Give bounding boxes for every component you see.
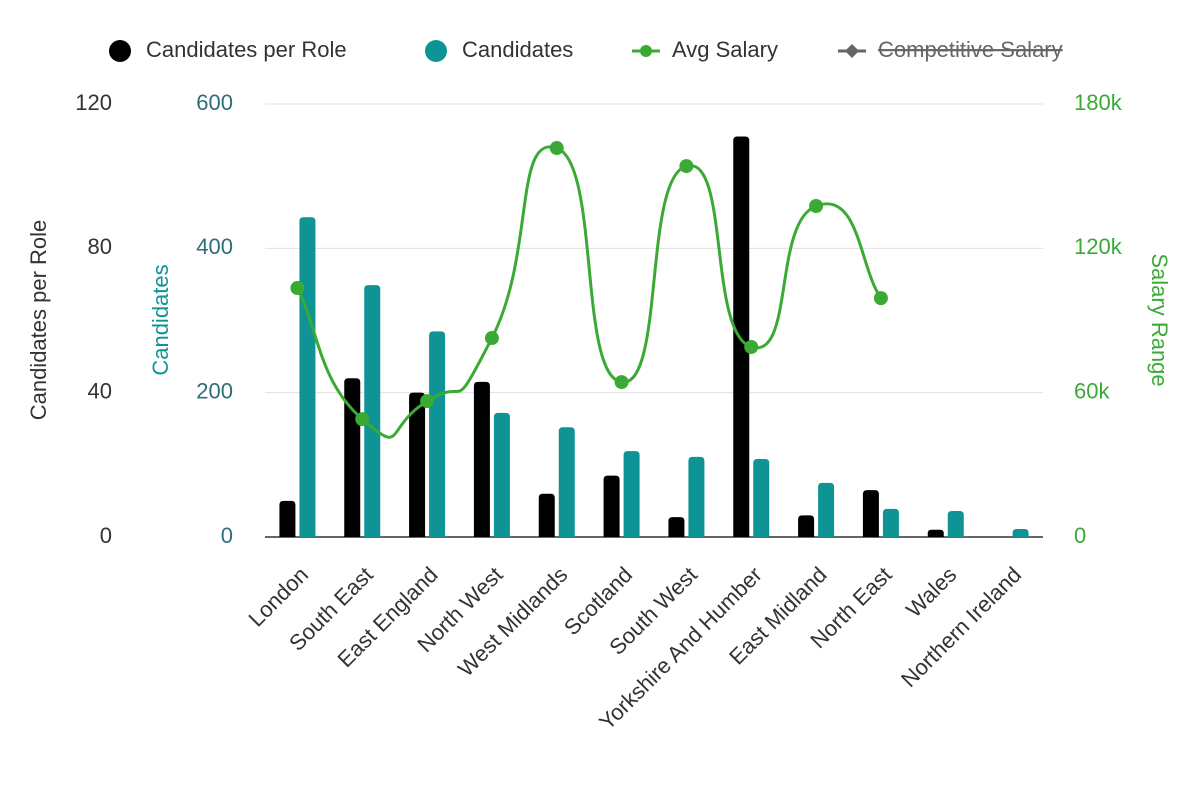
bar — [409, 392, 426, 537]
y-tick-label: 120 — [75, 90, 112, 115]
point — [744, 339, 759, 354]
y3-tick-label: 120k — [1074, 234, 1123, 259]
y2-tick-label: 200 — [196, 378, 233, 403]
y2-tick-label: 0 — [221, 523, 233, 548]
y2-axis-title: Candidates — [148, 264, 173, 375]
legend-item[interactable]: Candidates per Role — [109, 37, 347, 62]
bar — [429, 331, 446, 537]
bar — [493, 412, 510, 537]
bar — [798, 515, 815, 537]
point — [549, 141, 564, 156]
point — [809, 198, 824, 213]
point — [355, 412, 370, 427]
point — [614, 375, 629, 390]
legend-label: Competitive Salary — [878, 37, 1063, 62]
point — [873, 291, 888, 306]
bar — [882, 508, 899, 537]
legend-marker — [640, 45, 652, 57]
legend-item[interactable]: Avg Salary — [632, 37, 778, 62]
bar — [603, 475, 620, 537]
bar — [688, 456, 705, 537]
y-tick-label: 80 — [88, 234, 112, 259]
bar — [733, 136, 750, 537]
x-tick-label: Northern Ireland — [896, 562, 1026, 692]
bar — [538, 493, 555, 537]
y2-tick-label: 400 — [196, 234, 233, 259]
y3-tick-label: 0 — [1074, 523, 1086, 548]
point — [290, 281, 305, 296]
legend-label: Candidates per Role — [146, 37, 347, 62]
legend-marker — [845, 44, 859, 58]
bar — [558, 427, 575, 537]
bar — [668, 517, 685, 537]
point — [679, 159, 694, 174]
y3-axis-title: Salary Range — [1147, 253, 1172, 386]
bar — [862, 490, 879, 537]
y2-tick-label: 600 — [196, 90, 233, 115]
bar — [1012, 529, 1029, 537]
bar — [753, 459, 770, 537]
y-tick-label: 40 — [88, 378, 112, 403]
legend-label: Avg Salary — [672, 37, 778, 62]
bar — [818, 482, 835, 537]
bar — [927, 529, 944, 537]
legend-label: Candidates — [462, 37, 573, 62]
bar — [623, 451, 640, 537]
legend-marker — [425, 40, 447, 62]
y3-tick-label: 180k — [1074, 90, 1123, 115]
bar — [947, 511, 964, 537]
y3-tick-label: 60k — [1074, 378, 1110, 403]
bar — [473, 381, 490, 537]
legend-marker — [109, 40, 131, 62]
bar — [299, 217, 316, 537]
line — [296, 145, 883, 439]
legend-item[interactable]: Candidates — [425, 37, 573, 62]
point — [420, 394, 435, 409]
point — [484, 331, 499, 346]
y-tick-label: 0 — [100, 523, 112, 548]
bar — [364, 285, 381, 537]
x-tick-label: Wales — [901, 562, 961, 622]
legend-item[interactable]: Competitive Salary — [838, 37, 1063, 62]
y-axis-title: Candidates per Role — [26, 220, 51, 421]
bar — [279, 500, 296, 537]
